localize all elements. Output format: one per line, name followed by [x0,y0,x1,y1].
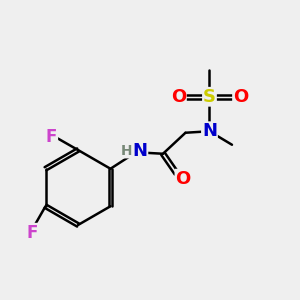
Text: N: N [202,122,217,140]
Text: O: O [233,88,248,106]
Text: O: O [171,88,186,106]
Text: H: H [121,144,133,158]
Text: O: O [176,170,191,188]
Text: S: S [203,88,216,106]
Text: N: N [132,142,147,160]
Text: F: F [46,128,57,146]
Text: F: F [26,224,38,242]
